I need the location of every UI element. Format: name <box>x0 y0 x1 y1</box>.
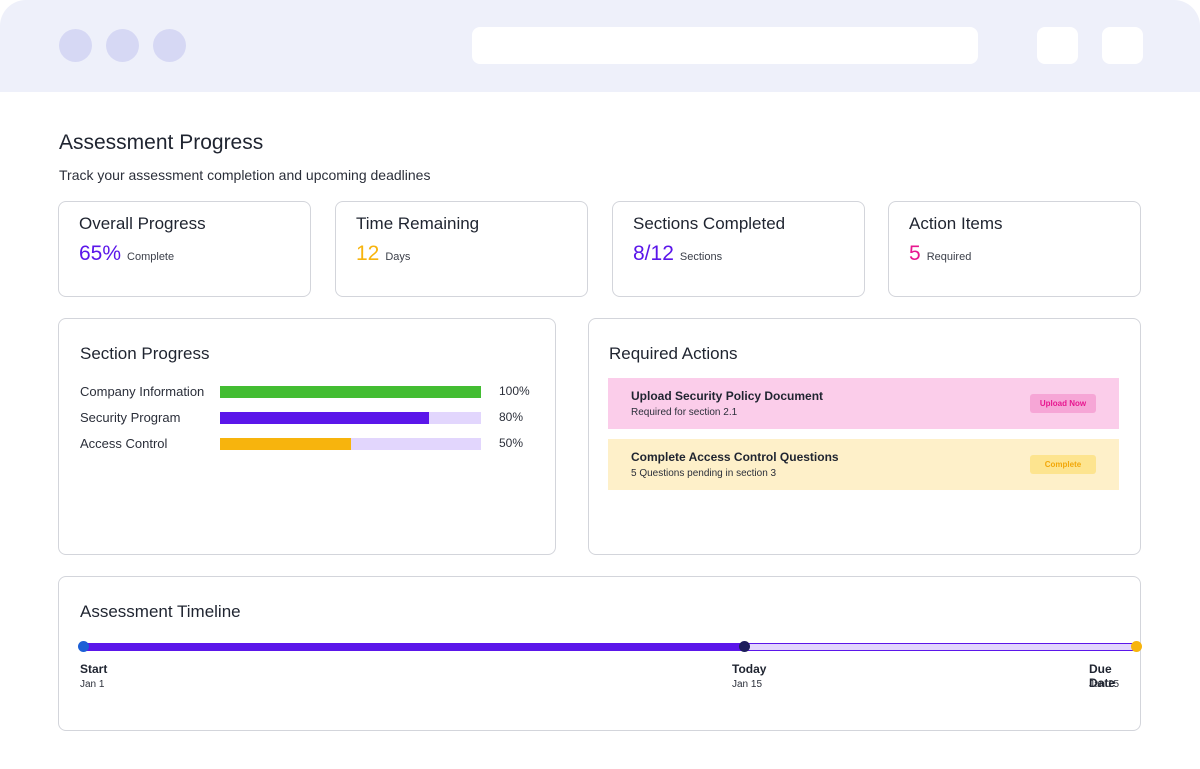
browser-chrome <box>0 0 1200 92</box>
stat-unit: Required <box>926 251 972 263</box>
timeline-node-due <box>1131 641 1142 652</box>
timeline-remaining <box>744 643 1136 651</box>
section-percent: 50% <box>499 436 524 450</box>
section-progress-panel: Section Progress Company Information 100… <box>58 318 556 555</box>
window-dot-minimize[interactable] <box>106 29 139 62</box>
window-dot-maximize[interactable] <box>153 29 186 62</box>
stat-value: 12 <box>356 242 380 265</box>
stat-value: 8/12 <box>633 242 674 265</box>
stat-label: Action Items <box>909 214 1003 233</box>
milestone-label-today: Today <box>732 662 767 676</box>
section-label: Security Program <box>80 410 181 425</box>
section-row-security-program: Security Program 80% <box>80 410 540 426</box>
action-title: Complete Access Control Questions <box>631 450 839 464</box>
timeline-track <box>83 643 1136 651</box>
section-percent: 80% <box>499 410 524 424</box>
required-actions-panel: Required Actions Upload Security Policy … <box>588 318 1141 555</box>
section-percent: 100% <box>499 384 530 398</box>
complete-button[interactable]: Complete <box>1030 455 1096 474</box>
section-progress-title: Section Progress <box>80 344 210 363</box>
progress-bar-fill <box>220 386 481 398</box>
stat-card-sections-completed: Sections Completed 8/12 Sections <box>612 201 865 297</box>
progress-bar-track <box>220 386 481 398</box>
action-item-complete-access-control: Complete Access Control Questions 5 Ques… <box>608 439 1119 490</box>
address-bar[interactable] <box>472 27 978 64</box>
milestone-date-today: Jan 15 <box>732 679 763 690</box>
stat-label: Sections Completed <box>633 214 786 233</box>
progress-bar-fill <box>220 438 351 450</box>
upload-now-button[interactable]: Upload Now <box>1030 394 1096 413</box>
page-subtitle: Track your assessment completion and upc… <box>59 167 431 183</box>
stat-unit: Days <box>385 251 411 263</box>
action-title: Upload Security Policy Document <box>631 389 824 403</box>
timeline-title: Assessment Timeline <box>80 602 241 621</box>
section-label: Company Information <box>80 384 205 399</box>
stat-label: Time Remaining <box>356 214 480 233</box>
stat-value: 5 <box>909 242 921 265</box>
action-item-upload-policy: Upload Security Policy Document Required… <box>608 378 1119 429</box>
page-title: Assessment Progress <box>59 131 264 154</box>
stat-card-time-remaining: Time Remaining 12 Days <box>335 201 588 297</box>
section-row-company-information: Company Information 100% <box>80 384 540 400</box>
stat-label: Overall Progress <box>79 214 206 233</box>
progress-bar-track <box>220 438 481 450</box>
progress-bar-track <box>220 412 481 424</box>
milestone-label-due: Due Date <box>1089 662 1116 690</box>
stat-unit: Complete <box>127 251 175 263</box>
action-subtitle: Required for section 2.1 <box>631 407 738 418</box>
timeline-node-today <box>739 641 750 652</box>
stat-card-action-items: Action Items 5 Required <box>888 201 1141 297</box>
window-dot-close[interactable] <box>59 29 92 62</box>
browser-action-button-2[interactable] <box>1102 27 1143 64</box>
milestone-date-due: Jan 25 <box>1089 679 1120 690</box>
progress-bar-fill <box>220 412 429 424</box>
stat-value: 65% <box>79 242 122 265</box>
timeline-node-start <box>78 641 89 652</box>
browser-action-button-1[interactable] <box>1037 27 1078 64</box>
milestone-label-start: Start <box>80 662 108 676</box>
section-label: Access Control <box>80 436 168 451</box>
stat-card-overall-progress: Overall Progress 65% Complete <box>58 201 311 297</box>
stat-unit: Sections <box>679 251 723 263</box>
required-actions-title: Required Actions <box>609 344 738 363</box>
timeline-completed <box>83 643 744 651</box>
action-subtitle: 5 Questions pending in section 3 <box>631 468 777 479</box>
section-row-access-control: Access Control 50% <box>80 436 540 452</box>
assessment-timeline-panel: Assessment Timeline Start Jan 1 Today Ja… <box>58 576 1142 731</box>
milestone-date-start: Jan 1 <box>80 679 105 690</box>
